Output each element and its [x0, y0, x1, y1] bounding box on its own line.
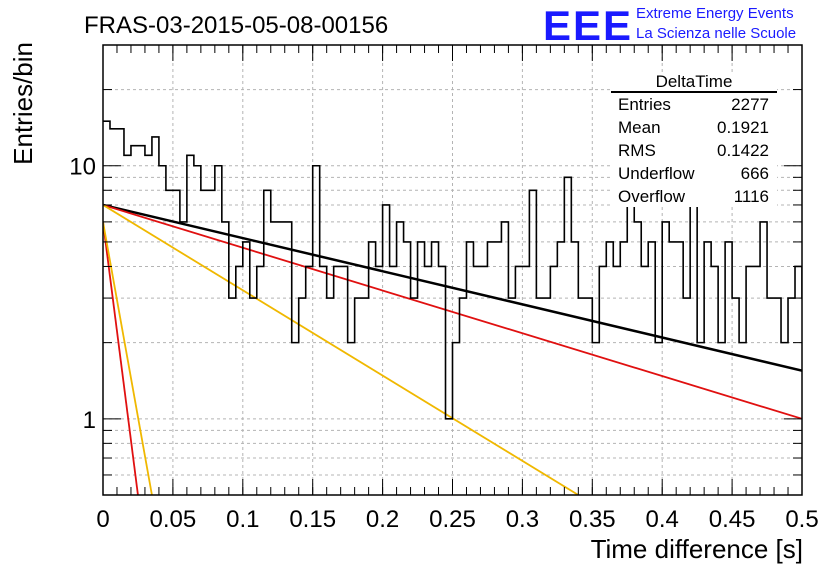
stats-underflow-key: Underflow — [618, 164, 695, 183]
stats-mean-key: Mean — [618, 118, 661, 137]
x-tick-label: 0.5 — [785, 506, 818, 533]
stats-rms-key: RMS — [618, 141, 656, 160]
stats-entries-key: Entries — [618, 95, 671, 114]
x-tick-label: 0.3 — [506, 506, 539, 533]
stats-box-bg — [611, 73, 777, 207]
stats-overflow-key: Overflow — [618, 187, 686, 206]
fit-line — [103, 221, 153, 495]
fit-line — [103, 221, 139, 495]
x-tick-label: 0.25 — [429, 506, 476, 533]
logo-mark: EEE — [543, 2, 633, 49]
x-tick-label: 0.15 — [289, 506, 336, 533]
stats-overflow-value: 1116 — [734, 187, 769, 206]
fit-line — [103, 204, 579, 495]
x-tick-label: 0.1 — [226, 506, 259, 533]
y-tick-label: 1 — [83, 407, 96, 434]
y-axis-label: Entries/bin — [8, 42, 38, 165]
stats-entries-value: 2277 — [731, 95, 769, 114]
x-tick-label: 0.45 — [709, 506, 756, 533]
x-tick-label: 0.05 — [150, 506, 197, 533]
histogram-line — [103, 120, 802, 420]
y-tick-label: 10 — [69, 154, 96, 181]
x-axis-label: Time difference [s] — [591, 534, 803, 564]
x-tick-label: 0.2 — [366, 506, 399, 533]
stats-title: DeltaTime — [656, 72, 733, 91]
stats-box: DeltaTime Entries 2277 Mean 0.1921 RMS 0… — [611, 72, 777, 207]
tick-labels: 1 10 0 0.05 0.1 0.15 0.2 0.25 0.3 0.35 0.4 0.45 0.5 — [69, 154, 818, 533]
eee-logo: EEE Extreme Energy Events La Scienza nel… — [543, 2, 796, 49]
stats-mean-value: 0.1921 — [717, 118, 769, 137]
x-tick-label: 0 — [96, 506, 109, 533]
fit-line — [103, 204, 802, 420]
logo-line1: Extreme Energy Events — [636, 5, 794, 22]
x-tick-label: 0.4 — [646, 506, 679, 533]
chart-title: FRAS-03-2015-05-08-00156 — [84, 12, 388, 39]
stats-rms-value: 0.1422 — [717, 141, 769, 160]
fit-line — [103, 203, 802, 372]
axis-ticks — [102, 44, 803, 496]
data-series — [103, 120, 802, 495]
logo-line2: La Scienza nelle Scuole — [636, 25, 796, 42]
x-tick-label: 0.35 — [569, 506, 616, 533]
stats-underflow-value: 666 — [741, 164, 769, 183]
